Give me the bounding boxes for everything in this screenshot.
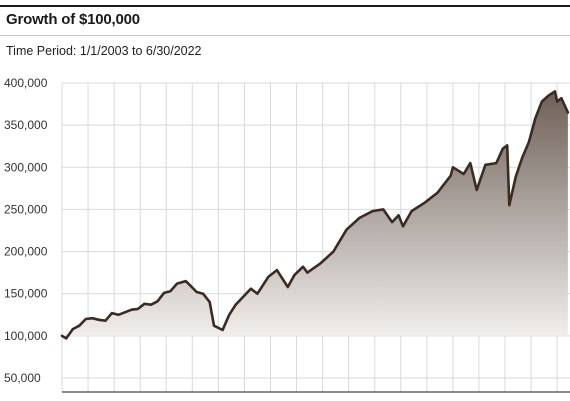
time-period-label: Time Period: 1/1/2003 to 6/30/2022 [6, 44, 202, 58]
y-tick-label: 50,000 [4, 371, 41, 385]
chart-title: Growth of $100,000 [6, 11, 140, 28]
header-divider [0, 35, 570, 36]
y-tick-label: 200,000 [4, 245, 48, 259]
y-tick-label: 250,000 [4, 202, 48, 216]
growth-area-fill [62, 91, 568, 339]
growth-line [60, 90, 570, 340]
top-rule [0, 5, 570, 7]
y-axis-ticks: 400,000 350,000 300,000 250,000 200,000 150,0… [4, 76, 48, 385]
y-tick-label: 350,000 [4, 118, 48, 132]
y-tick-label: 150,000 [4, 287, 48, 301]
y-tick-label: 400,000 [4, 76, 48, 90]
y-tick-label: 100,000 [4, 329, 48, 343]
y-tick-label: 300,000 [4, 160, 48, 174]
